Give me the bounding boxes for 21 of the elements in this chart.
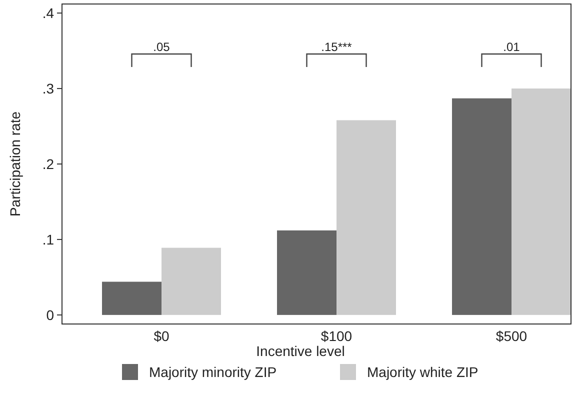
legend-label: Majority white ZIP <box>367 364 478 380</box>
bar <box>102 282 162 315</box>
x-tick-label: $500 <box>496 328 528 344</box>
bar <box>162 248 221 315</box>
y-tick-label: .1 <box>42 231 54 248</box>
annotation: .05 <box>153 40 170 54</box>
legend-label: Majority minority ZIP <box>149 364 277 380</box>
annotation: .01 <box>503 40 520 54</box>
x-tick-label: $0 <box>154 328 170 344</box>
bar <box>512 88 571 315</box>
y-axis-title: Participation rate <box>7 111 23 217</box>
bar <box>277 230 336 315</box>
annotation: .15*** <box>321 40 352 54</box>
bar <box>336 120 396 315</box>
y-tick-label: .2 <box>42 156 54 172</box>
y-tick-label: 0 <box>46 306 54 323</box>
y-tick-label: .4 <box>42 4 54 21</box>
x-axis-title: Incentive level <box>256 343 345 359</box>
x-tick-label: $100 <box>320 328 352 344</box>
bar <box>452 98 512 315</box>
y-tick-label: .3 <box>42 80 54 96</box>
